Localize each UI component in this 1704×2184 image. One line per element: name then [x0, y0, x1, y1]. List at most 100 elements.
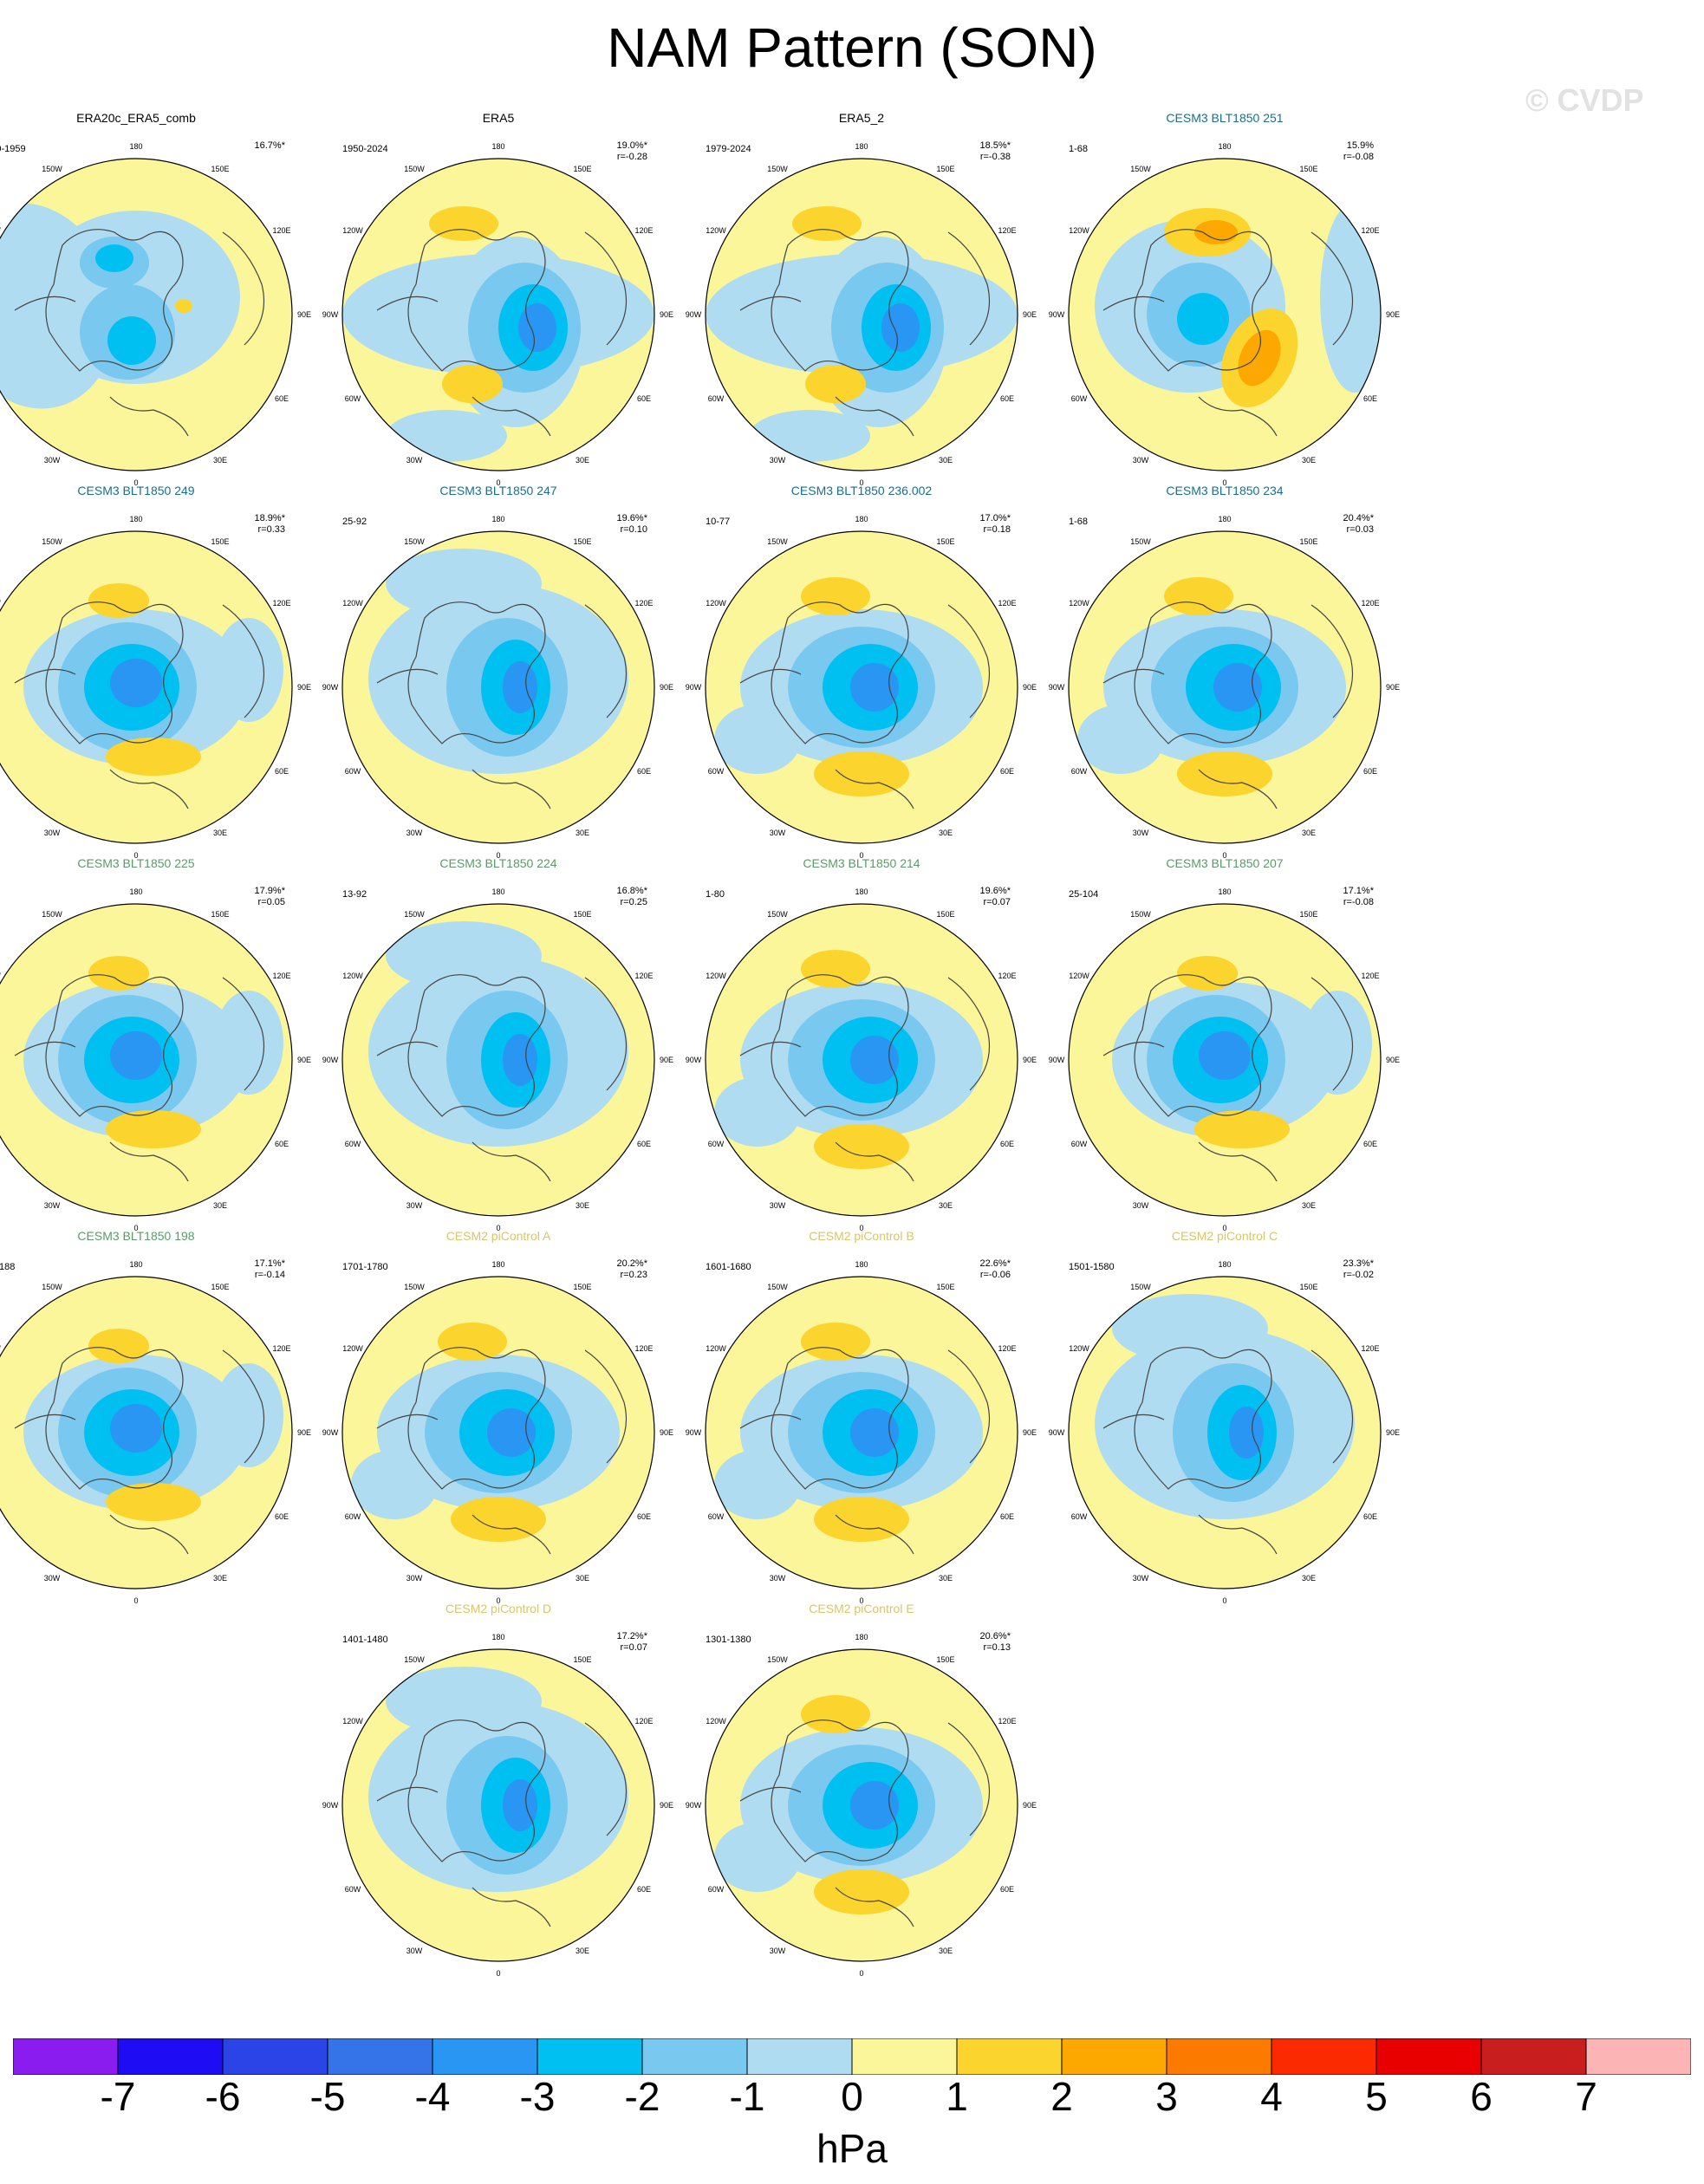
anomaly-contour — [351, 1450, 438, 1519]
longitude-label: 120W — [0, 599, 1, 608]
panel-variance: 23.3%* r=-0.02 — [1343, 1258, 1374, 1281]
longitude-label: 60E — [1363, 767, 1378, 776]
longitude-label: 30E — [575, 1947, 590, 1955]
panel-pct-explained: 20.6%* — [979, 1631, 1011, 1641]
panel-pct-explained: 20.2%* — [616, 1258, 647, 1269]
longitude-label: 150W — [42, 536, 62, 546]
longitude-label: 60W — [1070, 394, 1088, 403]
colorbar-tick-label: 7 — [1575, 2074, 1597, 2119]
longitude-label: 150E — [936, 1654, 955, 1664]
longitude-label: 180 — [855, 1633, 868, 1641]
longitude-label: 90W — [322, 1056, 339, 1064]
panel-correlation: r=0.05 — [257, 897, 286, 907]
anomaly-contour — [503, 1034, 537, 1086]
longitude-label: 120E — [998, 1344, 1017, 1353]
anomaly-contour — [442, 365, 503, 403]
colorbar-tick-label: 0 — [841, 2074, 863, 2119]
map-boundary — [341, 903, 655, 1217]
map-panel: CESM2 piControl B 1601-1680 22.6%* r=-0.06 1… — [686, 1229, 1037, 1605]
map-panel: CESM3 BLT1850 2495-7218.9%*r=0.33180150E… — [0, 484, 311, 860]
longitude-label: 90E — [1022, 310, 1037, 319]
colorbar-tick-label: -1 — [729, 2074, 765, 2119]
longitude-label: 150W — [1130, 1282, 1151, 1291]
panel-title: CESM3 BLT1850 249 — [77, 484, 195, 497]
longitude-label: 90W — [685, 1056, 702, 1064]
map-boundary — [0, 1276, 293, 1589]
panel-correlation: r=0.07 — [983, 897, 1011, 907]
longitude-label: 180 — [129, 142, 143, 151]
longitude-label: 30E — [938, 456, 953, 465]
panel-pct-explained: 17.9%* — [254, 886, 285, 896]
longitude-label: 150E — [936, 536, 955, 546]
polar-map — [341, 903, 655, 1217]
longitude-label: 120W — [706, 599, 726, 608]
longitude-label: 0 — [859, 851, 864, 860]
anomaly-contour — [801, 1695, 870, 1733]
longitude-label: 120E — [1361, 1344, 1380, 1353]
longitude-label: 150W — [42, 1282, 62, 1291]
anomaly-contour — [438, 1323, 507, 1361]
colorbar-tick-label: -6 — [205, 2074, 241, 2119]
map-boundary — [1068, 530, 1382, 844]
polar-map — [0, 1276, 293, 1589]
panel-correlation: r=-0.14 — [254, 1270, 285, 1280]
longitude-label: 0 — [1222, 478, 1227, 487]
longitude-label: 90W — [685, 310, 702, 319]
longitude-label: 30W — [43, 1574, 61, 1583]
longitude-label: 150W — [404, 164, 425, 173]
colorbar-swatch — [1166, 2038, 1272, 2075]
longitude-label: 180 — [1218, 142, 1232, 151]
longitude-label: 180 — [855, 142, 868, 151]
colorbar-tick-label: 3 — [1155, 2074, 1178, 2119]
longitude-label: 120W — [342, 1717, 363, 1726]
coastline — [1134, 974, 1272, 1117]
panel-variance: 22.6%* r=-0.06 — [980, 1258, 1011, 1281]
longitude-label: 120W — [1069, 599, 1089, 608]
longitude-label: 0 — [133, 478, 139, 487]
longitude-label: 30W — [769, 1574, 786, 1583]
longitude-label: 30W — [1132, 456, 1149, 465]
anomaly-contour — [850, 1408, 899, 1457]
panel-correlation: r=0.25 — [620, 897, 648, 907]
panel-years: 25-92 — [342, 517, 367, 527]
longitude-label: 150E — [936, 164, 955, 173]
longitude-label: 180 — [491, 1260, 505, 1269]
panel-title: CESM3 BLT1850 234 — [1166, 484, 1284, 497]
colorbar-tick-label: -4 — [414, 2074, 451, 2119]
map-panel: CESM3 BLT1850 234 1-68 20.4%* r=0.03 180 150E… — [1049, 484, 1400, 860]
longitude-label: 30W — [406, 1947, 423, 1955]
longitude-label: 60E — [636, 767, 652, 776]
longitude-label: 60W — [1070, 767, 1088, 776]
figure-title: NAM Pattern (SON) — [607, 16, 1097, 79]
colorbar — [13, 2038, 1691, 2075]
coastline — [376, 604, 628, 809]
panel-correlation: r=-0.38 — [979, 152, 1011, 162]
panel-title: CESM2 piControl C — [1171, 1229, 1278, 1243]
colorbar-swatch — [956, 2038, 1063, 2075]
longitude-label: 30E — [938, 1574, 953, 1583]
map-panel: CESM2 piControl C 1501-1580 23.3%* r=-0.02 1… — [1049, 1229, 1400, 1605]
longitude-label: 60E — [274, 394, 289, 403]
longitude-label: 120W — [1069, 226, 1089, 235]
longitude-label: 90W — [685, 683, 702, 692]
colorbar-swatch — [117, 2038, 224, 2075]
map-boundary — [0, 903, 293, 1217]
longitude-label: 30W — [1132, 1574, 1149, 1583]
coastline — [1102, 604, 1354, 809]
panel-title: CESM3 BLT1850 247 — [439, 484, 557, 497]
panel-years: 1501-1580 — [1069, 1262, 1115, 1272]
polar-map — [705, 1276, 1018, 1589]
panel-pct-explained: 17.0%* — [979, 513, 1011, 523]
colorbar-tick-label: 5 — [1365, 2074, 1388, 2119]
anomaly-contour — [1213, 663, 1262, 712]
panel-years: 1301-1380 — [706, 1635, 751, 1645]
polar-map — [0, 530, 293, 844]
longitude-label: 150W — [767, 1654, 788, 1664]
panel-years: 1950-2024 — [342, 144, 388, 154]
coastline — [45, 974, 184, 1117]
longitude-label: 60W — [1070, 1140, 1088, 1148]
anomaly-contour — [503, 661, 537, 713]
longitude-label: 150W — [1130, 164, 1151, 173]
longitude-label: 150E — [573, 164, 592, 173]
panel-title: CESM3 BLT1850 198 — [77, 1229, 195, 1243]
